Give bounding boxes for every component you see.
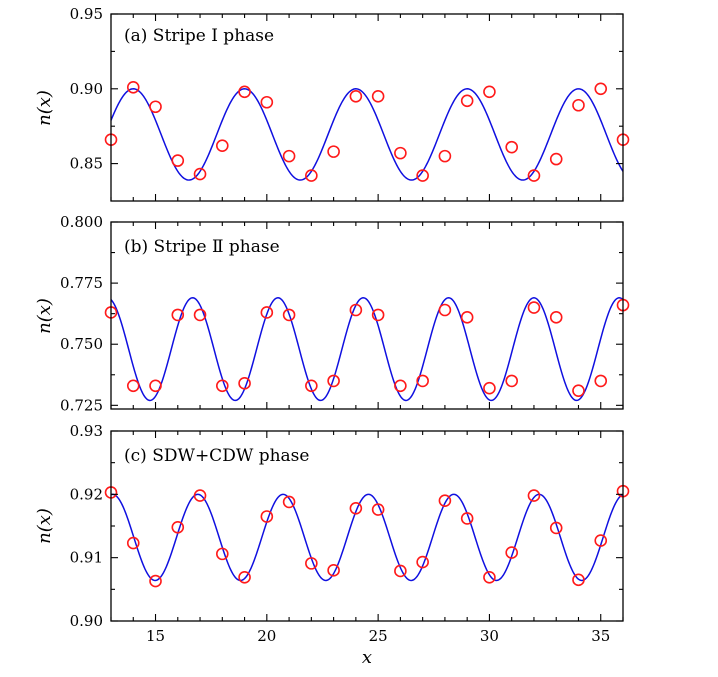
panel-a-data-point [394, 146, 407, 160]
panel-b-fit-line [110, 297, 624, 402]
panel-c-data-point [349, 501, 363, 515]
panel-b-data-point [416, 374, 429, 388]
panel-b-data-point [126, 379, 140, 393]
panel-b-data-point [327, 374, 340, 388]
panel-a: 0.85 0.90 0.95 (a) Stripe I phase n(x) [34, 5, 630, 202]
panel-c-title: (c) SDW+CDW phase [124, 446, 309, 466]
panel-a-title: (a) Stripe I phase [124, 26, 274, 46]
panel-a-ylabel: n(x) [34, 90, 55, 126]
panel-a-data-point [438, 149, 452, 163]
x-tick-label: 30 [480, 627, 499, 645]
panel-c-fit-line [110, 493, 624, 582]
panel-b-data-point [171, 308, 185, 322]
panel-a-data-point [527, 169, 541, 182]
panel-c-data-point [549, 521, 563, 535]
panel-c-ylabel: n(x) [34, 508, 55, 544]
panel-b-data-point [371, 308, 385, 322]
panel-a-data-point [505, 140, 519, 154]
panel-a-data-point [483, 85, 496, 99]
panel-b-frame [110, 221, 624, 410]
panel-b-data-point [505, 374, 519, 388]
panel-b-data-point [527, 301, 541, 314]
panel-c-data-point [416, 555, 429, 569]
panel-a-data-point [349, 89, 363, 103]
panel-b-ylabel: n(x) [34, 298, 55, 334]
panel-b-data-point [260, 306, 274, 319]
panel-b-data-point [305, 379, 318, 393]
panel-c-data-point [527, 489, 541, 502]
panel-a-data-point [171, 154, 185, 167]
panel-b-data-point [216, 379, 229, 393]
panel-a-data-point [260, 95, 274, 109]
panel-a-data-point [216, 139, 229, 152]
panel-c-data-point [572, 573, 585, 587]
panel-b-data-point [438, 303, 452, 317]
panel-c-data-point [438, 494, 452, 507]
panel-c-ytick-label: 0.92 [70, 485, 103, 503]
panel-b-data-point [394, 379, 407, 393]
panel-c-data-point [171, 520, 185, 534]
panel-b-ytick-label: 0.800 [60, 213, 103, 231]
panel-c-data-point [460, 512, 474, 525]
x-tick-label: 35 [591, 627, 610, 645]
panel-c-data-point [126, 536, 140, 550]
panel-c-data-point [483, 570, 496, 584]
panel-a-data-point [327, 145, 340, 158]
panel-b-ytick-label: 0.750 [60, 335, 103, 353]
panel-b-data-point [460, 311, 474, 324]
panel-c-data-point [216, 547, 229, 561]
panel-c-data-point [305, 557, 318, 570]
panel-a-data-point [149, 100, 162, 114]
panel-a-frame [110, 13, 624, 202]
panel-c-data-point [327, 564, 340, 577]
panel-c-frame [110, 430, 624, 622]
panel-b-ytick-label: 0.725 [60, 396, 103, 414]
panel-c-data-point [260, 510, 274, 523]
panel-a-data-point [594, 82, 608, 96]
panel-b-data-point [149, 379, 162, 393]
panel-c-data-point [371, 503, 385, 516]
panel-a-ytick-label: 0.90 [70, 80, 103, 98]
panel-b-ytick-label: 0.775 [60, 274, 103, 292]
x-axis-label: x [362, 647, 372, 668]
panel-c-data-point [149, 574, 162, 588]
panel-a-data-point [126, 81, 140, 94]
panel-a-data-point [549, 152, 563, 166]
panel-c-data-point [505, 546, 519, 559]
panel-c: 0.90 0.91 0.92 0.93 15 20 25 30 35 (c) SDW+CDW p… [34, 422, 630, 668]
panel-a-data-point [238, 85, 251, 99]
panel-a-data-point [460, 94, 474, 108]
panel-a-ytick-label: 0.95 [70, 5, 103, 23]
panel-c-ytick-label: 0.93 [70, 422, 103, 440]
panel-b-title: (b) Stripe Ⅱ phase [124, 237, 280, 257]
panel-b-data-point [193, 308, 207, 322]
panel-a-data-point [371, 89, 385, 103]
panel-c-data-point [193, 489, 207, 502]
x-tick-label: 25 [369, 627, 388, 645]
panel-c-data-point [282, 495, 296, 509]
panel-a-data-point [305, 169, 318, 182]
panel-b-data-point [349, 303, 363, 317]
panel-b-data-point [282, 308, 296, 322]
panel-a-data-point [282, 149, 296, 163]
panel-b-data-point [483, 381, 496, 395]
panel-c-data-point [394, 564, 407, 578]
panel-a-data-point [416, 169, 429, 182]
panel-a-fit-line [110, 88, 624, 181]
panel-c-ytick-label: 0.90 [70, 612, 103, 630]
panel-c-ytick-label: 0.91 [70, 549, 103, 567]
panel-b-data-point [572, 384, 585, 397]
panel-b-data-point [594, 374, 608, 388]
x-tick-label: 20 [257, 627, 276, 645]
panel-a-data-point [572, 98, 585, 112]
panel-a-data-point [193, 167, 207, 181]
panel-c-data-point [594, 534, 608, 547]
x-tick-label: 15 [146, 627, 165, 645]
panel-a-ytick-label: 0.85 [70, 155, 103, 173]
panel-b-data-point [238, 377, 251, 390]
panel-b-data-point [549, 311, 563, 324]
panel-c-data-point [238, 570, 251, 584]
